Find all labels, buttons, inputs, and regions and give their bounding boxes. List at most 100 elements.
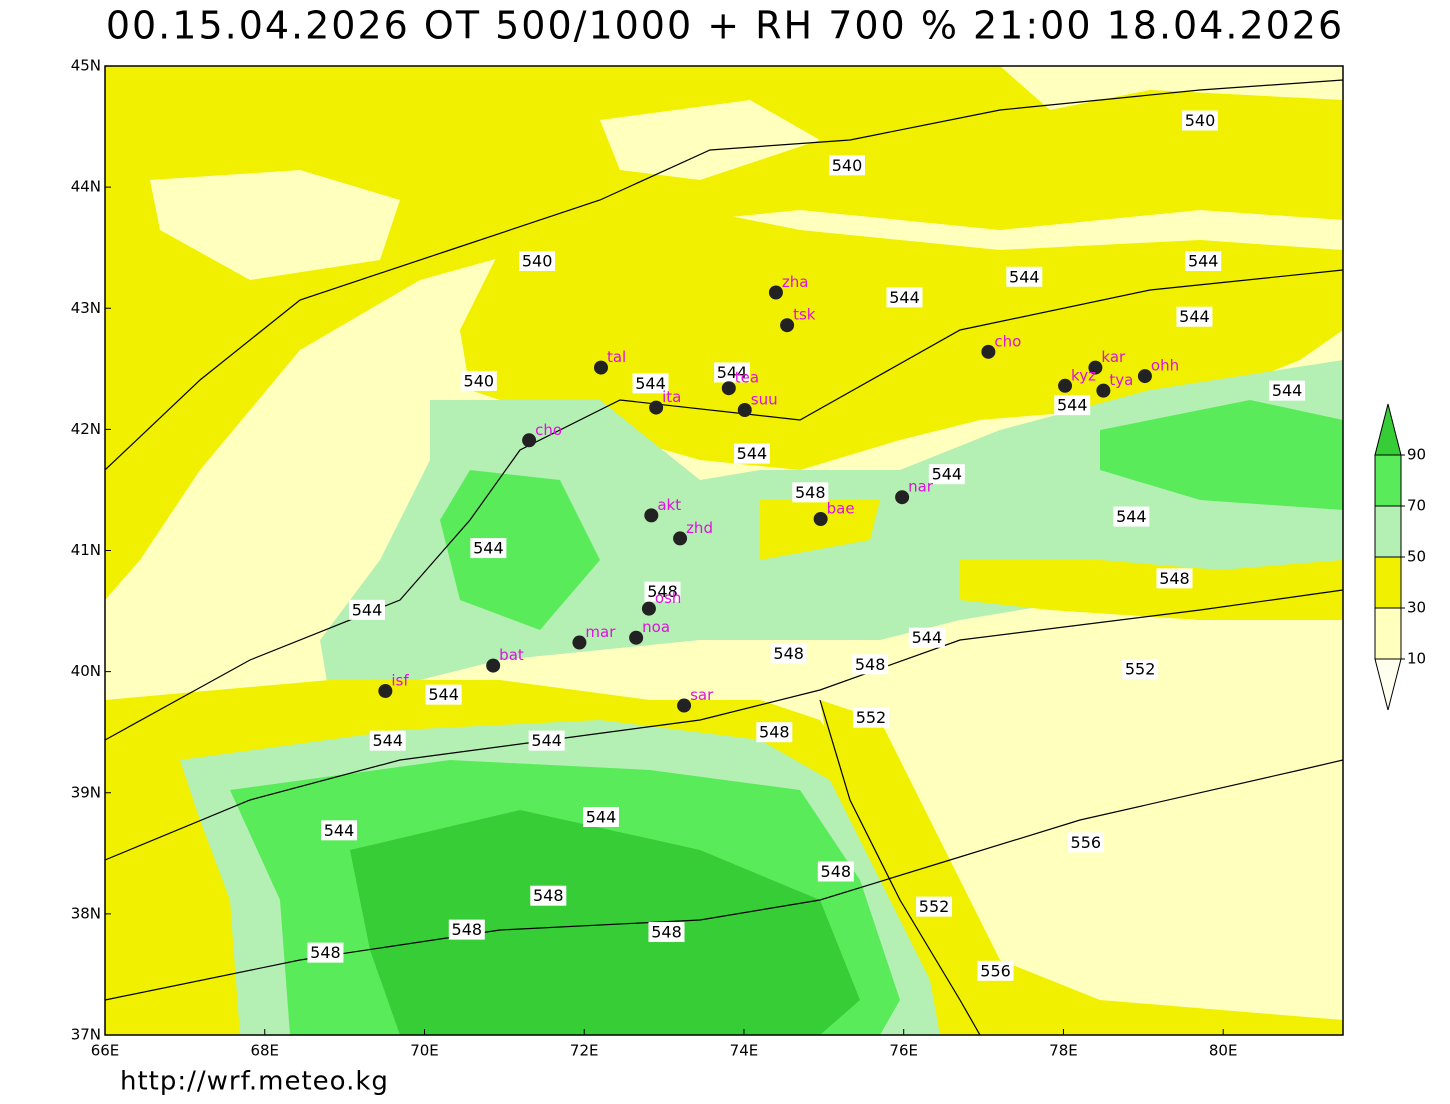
- station-label: bae: [827, 500, 855, 518]
- contour-label-box: [307, 942, 344, 963]
- station-label: noa: [642, 618, 670, 636]
- lon-tick-label: 68E: [250, 1042, 279, 1060]
- contour-label: 544: [635, 374, 666, 393]
- contour-label: 544: [586, 807, 617, 826]
- contour-label: 556: [1071, 833, 1102, 852]
- lat-tick-label: 39N: [71, 783, 101, 801]
- station-label: sar: [690, 686, 714, 704]
- station-label: kar: [1101, 348, 1126, 366]
- station-label: kyz: [1071, 366, 1096, 384]
- contour-label: 548: [759, 723, 790, 742]
- contour-label-box: [852, 654, 889, 675]
- station: [649, 400, 664, 415]
- contour-label: 544: [717, 363, 748, 382]
- contour-label: 544: [531, 731, 562, 750]
- contour-label: 556: [980, 961, 1011, 980]
- station-label: tea: [735, 369, 759, 387]
- contour-label-box: [977, 960, 1014, 981]
- station-label: zhd: [686, 519, 713, 537]
- station-label: osh: [655, 589, 682, 607]
- station: [486, 658, 501, 673]
- contour-label: 544: [428, 685, 459, 704]
- contour-label: 548: [855, 655, 886, 674]
- station: [1088, 360, 1103, 375]
- station-label: mar: [585, 623, 616, 641]
- contour-label: 548: [821, 862, 852, 881]
- contour-label-box: [1113, 506, 1150, 527]
- contour-label: 548: [647, 582, 678, 601]
- colorbar-tick-label: 90: [1407, 446, 1426, 464]
- lat-tick-label: 37N: [71, 1026, 101, 1044]
- station-label: ohh: [1151, 357, 1179, 375]
- contour-label: 544: [372, 731, 403, 750]
- colorbar-box: [1374, 454, 1402, 507]
- contour-label-box: [1122, 659, 1159, 680]
- contour-label-box: [756, 722, 793, 743]
- lat-tick-label: 44N: [71, 178, 101, 196]
- contour-label-box: [1006, 266, 1043, 287]
- contour-label: 544: [1116, 507, 1147, 526]
- rh-fill: [105, 66, 1343, 1035]
- contour-label: 548: [1159, 569, 1190, 588]
- contour-label: 544: [1179, 307, 1210, 326]
- colorbar-box: [1374, 607, 1402, 660]
- contour-label: 548: [452, 920, 483, 939]
- contour-label-box: [1182, 110, 1219, 131]
- colorbar-box: [1374, 505, 1402, 558]
- station-label: nar: [908, 478, 934, 496]
- contour-label: 544: [1057, 396, 1088, 415]
- colorbar-top-triangle: [1374, 403, 1402, 456]
- contour-label-box: [886, 287, 923, 308]
- title: 00.15.04.2026 OT 500/1000 + RH 700 % 21:…: [106, 4, 1344, 48]
- lon-tick-label: 74E: [730, 1042, 759, 1060]
- contour-label: 544: [912, 628, 943, 647]
- station: [641, 601, 656, 616]
- station-label: tya: [1109, 371, 1133, 389]
- contour-label: 544: [324, 821, 355, 840]
- station-label: tal: [607, 348, 626, 366]
- url: http://wrf.meteo.kg: [120, 1067, 389, 1097]
- station-label: bat: [499, 646, 524, 664]
- station: [981, 344, 996, 359]
- contour-label: 548: [773, 644, 804, 663]
- contour-label-box: [713, 362, 750, 383]
- contour-label-box: [792, 482, 829, 503]
- contour-label: 548: [795, 483, 826, 502]
- station-label: zha: [782, 273, 809, 291]
- station: [780, 318, 795, 333]
- station: [593, 360, 608, 375]
- station: [673, 531, 688, 546]
- contour-label-box: [321, 820, 358, 841]
- lat-tick-label: 45N: [71, 57, 101, 75]
- station: [768, 285, 783, 300]
- contour-label: 540: [522, 252, 553, 271]
- contour-label-box: [1185, 251, 1222, 272]
- lat-tick-label: 42N: [71, 420, 101, 438]
- contour-label: 548: [533, 886, 564, 905]
- station: [572, 635, 587, 650]
- contour-label: 544: [1272, 381, 1303, 400]
- station: [677, 698, 692, 713]
- contour-label-box: [829, 155, 866, 176]
- contour-label-box: [1156, 568, 1193, 589]
- contour-label-box: [770, 643, 807, 664]
- station: [721, 381, 736, 396]
- station: [378, 684, 393, 699]
- contour-label-box: [528, 730, 565, 751]
- colorbar-bottom-triangle: [1374, 658, 1402, 711]
- contour-label: 544: [889, 288, 920, 307]
- colorbar-tick-label: 30: [1407, 599, 1426, 617]
- lon-tick-label: 80E: [1209, 1042, 1238, 1060]
- contour-label-box: [519, 251, 556, 272]
- lat-tick-label: 38N: [71, 904, 101, 922]
- contour-label-box: [460, 370, 497, 391]
- lon-tick-label: 66E: [91, 1042, 120, 1060]
- lon-tick-label: 72E: [570, 1042, 599, 1060]
- lat-tick-label: 40N: [71, 662, 101, 680]
- contour-label-box: [470, 538, 507, 559]
- contour-lines: [105, 79, 1343, 1035]
- station: [522, 433, 537, 448]
- contour-label-box: [908, 627, 945, 648]
- station-label: akt: [657, 496, 681, 514]
- contour-label: 548: [310, 943, 341, 962]
